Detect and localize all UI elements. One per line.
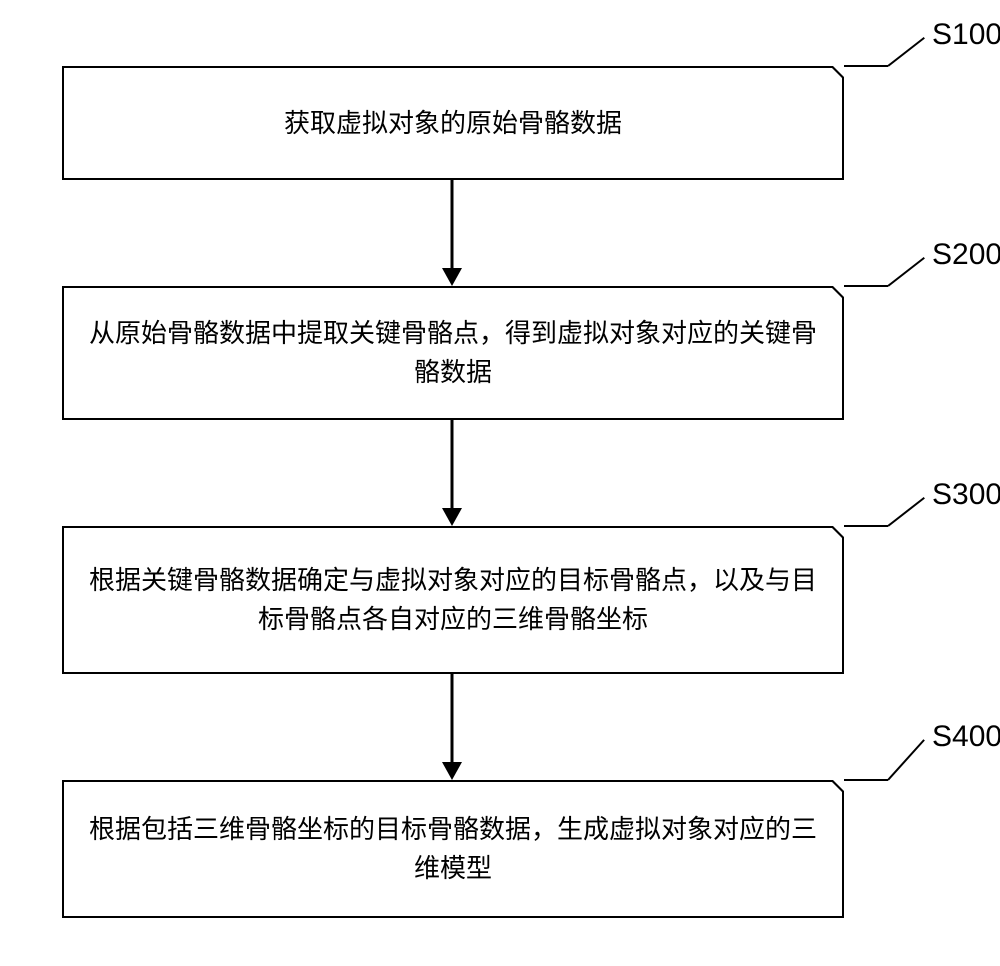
arrow-head-icon — [442, 762, 462, 780]
leader-segment — [844, 779, 888, 781]
step-label-s400: S400 — [932, 720, 1000, 754]
step-label-s200: S200 — [932, 238, 1000, 272]
arrow-head-icon — [442, 268, 462, 286]
step-box-s100: 获取虚拟对象的原始骨骼数据 — [62, 66, 844, 180]
box-notch — [830, 526, 844, 540]
leader-segment — [887, 257, 924, 287]
step-text: 根据包括三维骨骼坐标的目标骨骼数据，生成虚拟对象对应的三维模型 — [84, 810, 822, 888]
step-text: 根据关键骨骼数据确定与虚拟对象对应的目标骨骼点，以及与目标骨骼点各自对应的三维骨… — [84, 561, 822, 639]
step-text: 从原始骨骼数据中提取关键骨骼点，得到虚拟对象对应的关键骨骼数据 — [84, 314, 822, 392]
step-label-s100: S100 — [932, 18, 1000, 52]
leader-segment — [844, 525, 888, 527]
arrow-line — [451, 420, 454, 508]
step-box-s400: 根据包括三维骨骼坐标的目标骨骼数据，生成虚拟对象对应的三维模型 — [62, 780, 844, 918]
arrow-line — [451, 180, 454, 268]
leader-segment — [887, 497, 924, 527]
step-label-s300: S300 — [932, 478, 1000, 512]
leader-segment — [887, 739, 924, 780]
box-notch — [830, 66, 844, 80]
leader-segment — [887, 37, 924, 67]
flowchart-canvas: 获取虚拟对象的原始骨骼数据 S100 从原始骨骼数据中提取关键骨骼点，得到虚拟对象对… — [0, 0, 1000, 966]
leader-segment — [844, 285, 888, 287]
box-notch — [830, 780, 844, 794]
step-box-s300: 根据关键骨骼数据确定与虚拟对象对应的目标骨骼点，以及与目标骨骼点各自对应的三维骨… — [62, 526, 844, 674]
step-text: 获取虚拟对象的原始骨骼数据 — [284, 104, 622, 143]
box-notch — [830, 286, 844, 300]
step-box-s200: 从原始骨骼数据中提取关键骨骼点，得到虚拟对象对应的关键骨骼数据 — [62, 286, 844, 420]
arrow-head-icon — [442, 508, 462, 526]
arrow-line — [451, 674, 454, 762]
leader-segment — [844, 65, 888, 67]
